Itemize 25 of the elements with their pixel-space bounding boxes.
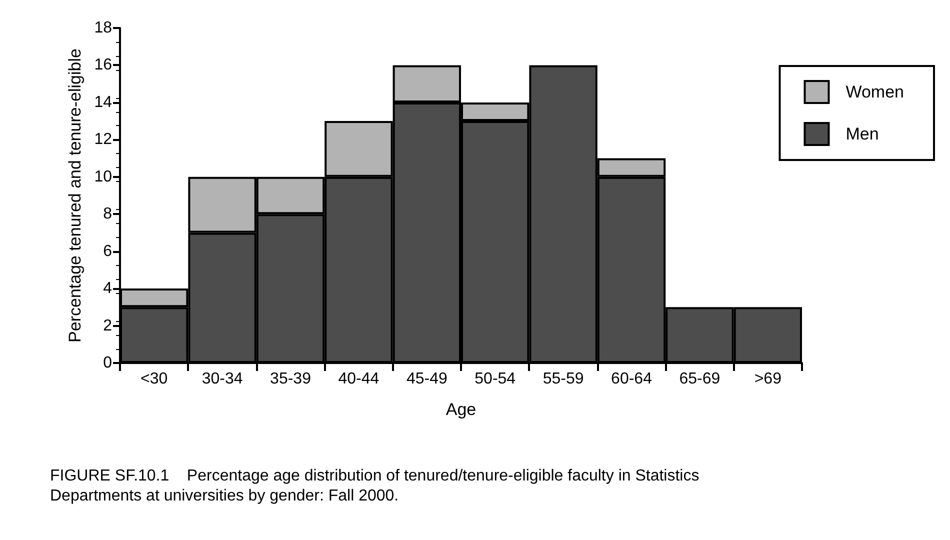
text: FIGURE SF.10.1 Percentage age distribution of tenured/tenure-eligible faculty in Statistics Departments at universities by gender: Fall 2000. (50, 468, 704, 504)
x-axis-title: Age (446, 400, 476, 419)
y-tick-label: 2 (103, 317, 112, 334)
y-tick-label: 14 (94, 94, 112, 111)
y-tick-label: 16 (94, 56, 112, 74)
x-tick-label: 65-69 (679, 370, 720, 388)
x-tick-label: 55-59 (542, 370, 584, 388)
legend-label: Women (846, 82, 904, 102)
y-tick-label: 4 (103, 280, 112, 298)
y-tick-label: 6 (103, 242, 112, 260)
y-tick-label: 8 (103, 206, 112, 223)
x-tick-label: 50-54 (474, 370, 516, 388)
x-tick-label: <30 (140, 370, 168, 388)
y-tick-label: 18 (94, 20, 112, 36)
y-tick-label: 10 (94, 168, 112, 186)
x-tick-label: 30-34 (202, 370, 243, 388)
x-tick-label: >69 (754, 370, 782, 388)
x-tick-label: 45-49 (406, 370, 448, 388)
x-tick-label: 60-64 (611, 370, 652, 388)
y-tick-label: 0 (103, 354, 112, 372)
y-tick-label: 12 (94, 131, 112, 148)
x-tick-label: 35-39 (270, 370, 312, 388)
legend-label: Men (846, 124, 879, 144)
x-tick-label: 40-44 (338, 370, 380, 388)
y-axis-title: Percentage tenured and tenure-eligible (65, 48, 84, 342)
